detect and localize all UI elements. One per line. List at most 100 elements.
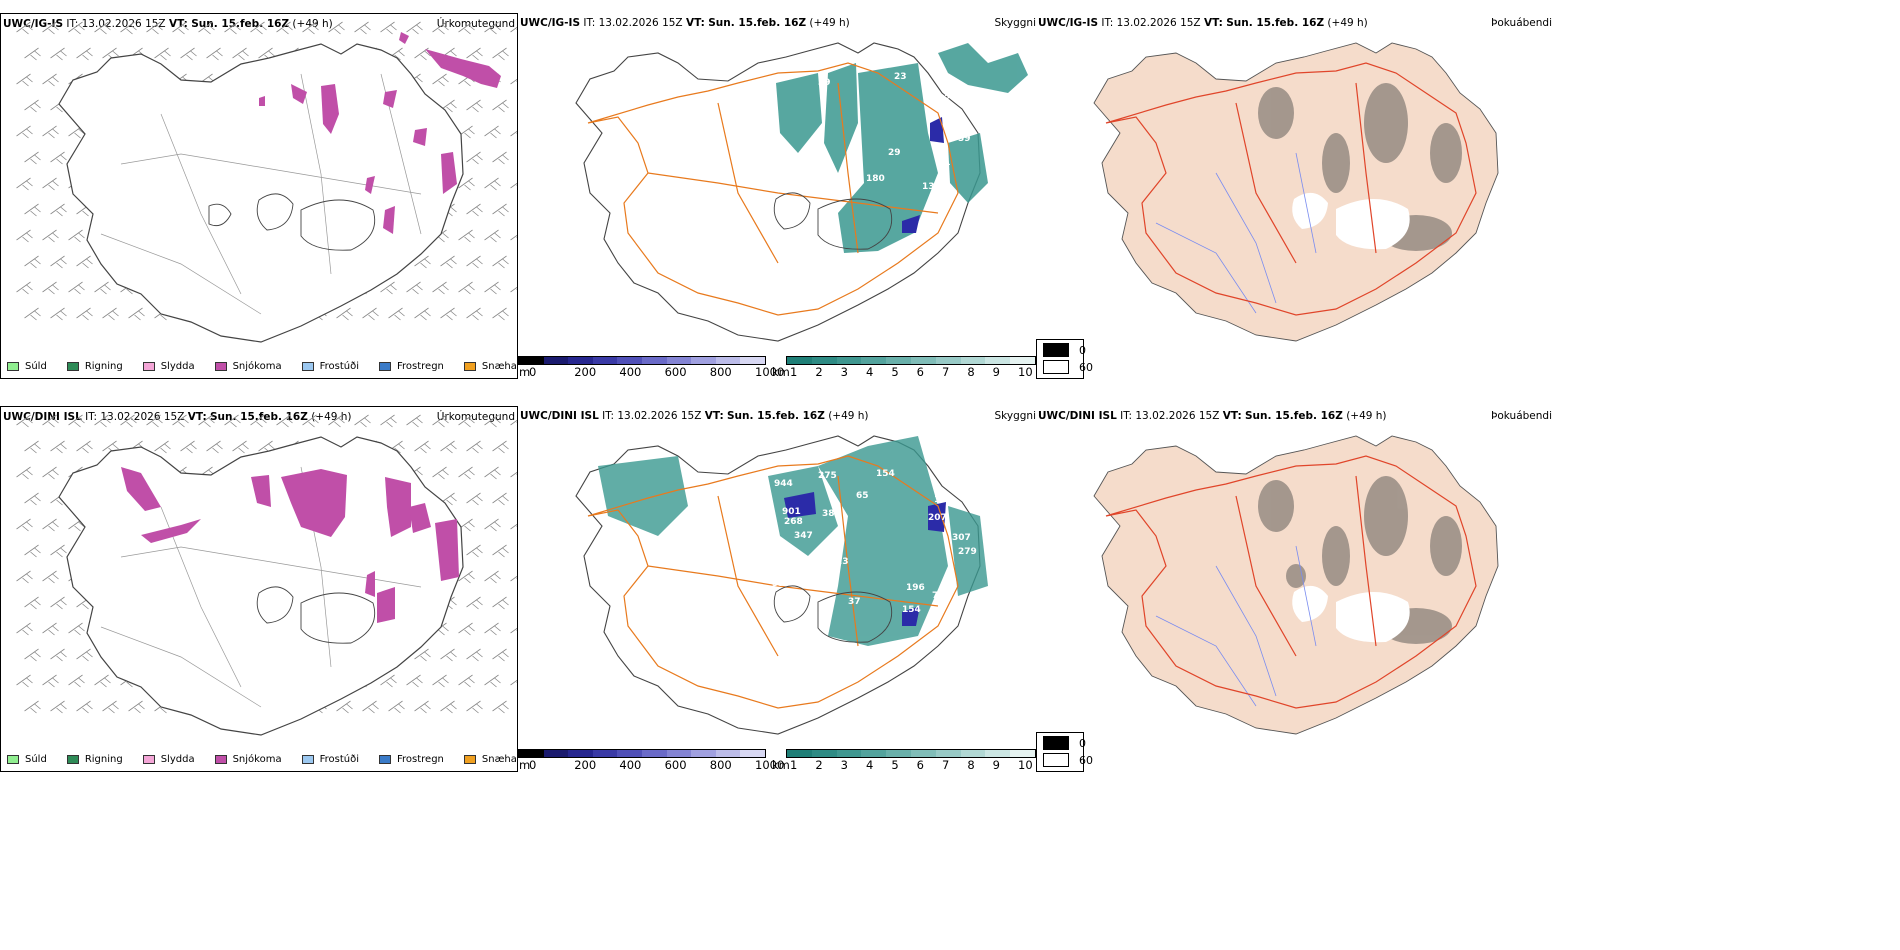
- wind-barb: [406, 21, 423, 35]
- ceiling-value-label: 31: [938, 158, 951, 168]
- wind-barb: [42, 466, 59, 480]
- ceiling-panel-2: UWC/DINI ISL IT: 13.02.2026 15Z VT: Sun.…: [518, 406, 1036, 772]
- legend-label: Snjókoma: [232, 753, 282, 765]
- wind-barb: [380, 674, 397, 688]
- wind-barb: [50, 151, 67, 165]
- fog-legend-row: 60: [1043, 360, 1093, 374]
- wind-barb: [510, 130, 517, 137]
- wind-barb: [440, 648, 457, 662]
- legend-item: Snjókoma: [214, 361, 282, 372]
- colorbar-segment: [691, 750, 716, 757]
- panel-type-label: Skyggni: [994, 410, 1037, 422]
- scale-tick-label: 10: [1018, 758, 1033, 772]
- wind-barb: [492, 440, 509, 454]
- colorbar-segment: [836, 357, 862, 364]
- wind-barb: [328, 21, 345, 35]
- panel-type-label: Úrkomutegund: [436, 18, 515, 30]
- wind-barb: [484, 177, 501, 191]
- wind-barb: [68, 281, 85, 295]
- scale-tick-label: 7: [942, 365, 950, 379]
- wind-barb: [484, 570, 501, 584]
- scale-unit: km: [772, 758, 790, 772]
- wind-barb: [50, 544, 67, 558]
- wind-barb: [484, 466, 501, 480]
- wind-barb: [484, 229, 501, 243]
- scale-tick-label: 9: [992, 758, 1000, 772]
- scale-tick-label: 9: [992, 365, 1000, 379]
- roads: [1105, 62, 1477, 316]
- colorbar-segment: [666, 750, 692, 757]
- wind-barb: [492, 700, 509, 714]
- wind-barb: [224, 21, 241, 35]
- panel-title: UWC/IG-IS IT: 13.02.2026 15Z VT: Sun. 15…: [1038, 17, 1368, 29]
- wind-barb: [94, 414, 111, 428]
- wind-barb: [380, 21, 397, 35]
- precip-panel-1: UWC/IG-IS IT: 13.02.2026 15Z VT: Sun. 15…: [0, 13, 518, 379]
- panel-title: UWC/IG-IS IT: 13.02.2026 15Z VT: Sun. 15…: [520, 17, 850, 29]
- scale-tick-label: 1000: [755, 758, 785, 772]
- colorbar-segment: [740, 750, 765, 757]
- wind-barb: [76, 255, 93, 269]
- legend-label: Frostregn: [397, 360, 444, 372]
- colorbar-segment: [960, 750, 986, 757]
- wind-barb: [76, 700, 93, 714]
- wind-barb: [128, 700, 145, 714]
- ceiling-value-label: 154: [902, 605, 921, 615]
- colorbar-segment: [811, 750, 837, 757]
- panel-type-label: Skyggni: [994, 17, 1037, 29]
- colorbar-segment: [568, 750, 593, 757]
- wind-barb: [492, 99, 509, 113]
- colorbar-segment: [519, 750, 544, 757]
- wind-barb: [68, 674, 85, 688]
- colorbar-segment: [935, 750, 961, 757]
- colorbar-segment: [910, 357, 936, 364]
- scale-unit: m: [519, 758, 531, 772]
- wind-barb: [24, 307, 41, 321]
- wind-barb: [224, 414, 241, 428]
- panel-type-label: Þokuábendi: [1491, 17, 1552, 29]
- wind-barb: [458, 414, 475, 428]
- wind-barb: [68, 229, 85, 243]
- legend-swatch: [214, 754, 227, 764]
- ceiling-value-label: 29: [888, 148, 901, 158]
- scale-unit: km: [772, 365, 790, 379]
- scale-tick-label: 6: [916, 365, 924, 379]
- snow-patches: [259, 32, 501, 234]
- wind-barb: [354, 414, 371, 428]
- scale-unit: m: [519, 365, 531, 379]
- colorbar-segment: [886, 750, 911, 757]
- wind-barb: [50, 255, 67, 269]
- wind-barb: [484, 281, 501, 295]
- wind-barb: [50, 440, 67, 454]
- wind-barb: [414, 307, 431, 321]
- legend-swatch: [301, 754, 314, 764]
- ceiling-value-label: 207: [928, 513, 947, 523]
- wind-barb: [388, 307, 405, 321]
- legend-swatch: [301, 361, 314, 371]
- wind-barb: [94, 674, 111, 688]
- wind-barb: [466, 700, 483, 714]
- legend-label: Rigning: [84, 753, 123, 765]
- wind-barb: [458, 281, 475, 295]
- scale-tick-label: 2: [815, 365, 823, 379]
- scale-tick-label: 1: [790, 365, 798, 379]
- wind-barb: [466, 492, 483, 506]
- colorbar-segment: [568, 357, 593, 364]
- scale-tick-label: 4: [866, 758, 874, 772]
- wind-barb: [510, 419, 517, 426]
- wind-barb: [206, 47, 223, 61]
- ceiling-panel-1: UWC/IG-IS IT: 13.02.2026 15Z VT: Sun. 15…: [518, 13, 1036, 379]
- legend-swatch: [7, 361, 19, 371]
- precip-map: [16, 414, 517, 736]
- wind-barb: [16, 414, 33, 428]
- wind-barb: [24, 47, 41, 61]
- wind-barb: [466, 596, 483, 610]
- wind-barb: [466, 544, 483, 558]
- wind-barb: [50, 47, 67, 61]
- ceiling-map: 39 23 12 20 59 29 31 180 13: [575, 42, 1028, 342]
- wind-barb: [432, 674, 449, 688]
- legend-label: Frostregn: [397, 753, 444, 765]
- wind-barb: [510, 471, 517, 478]
- scale-tick-label: 400: [619, 758, 642, 772]
- ceiling-scale: m 0 200 400 600 800 1000: [518, 356, 784, 379]
